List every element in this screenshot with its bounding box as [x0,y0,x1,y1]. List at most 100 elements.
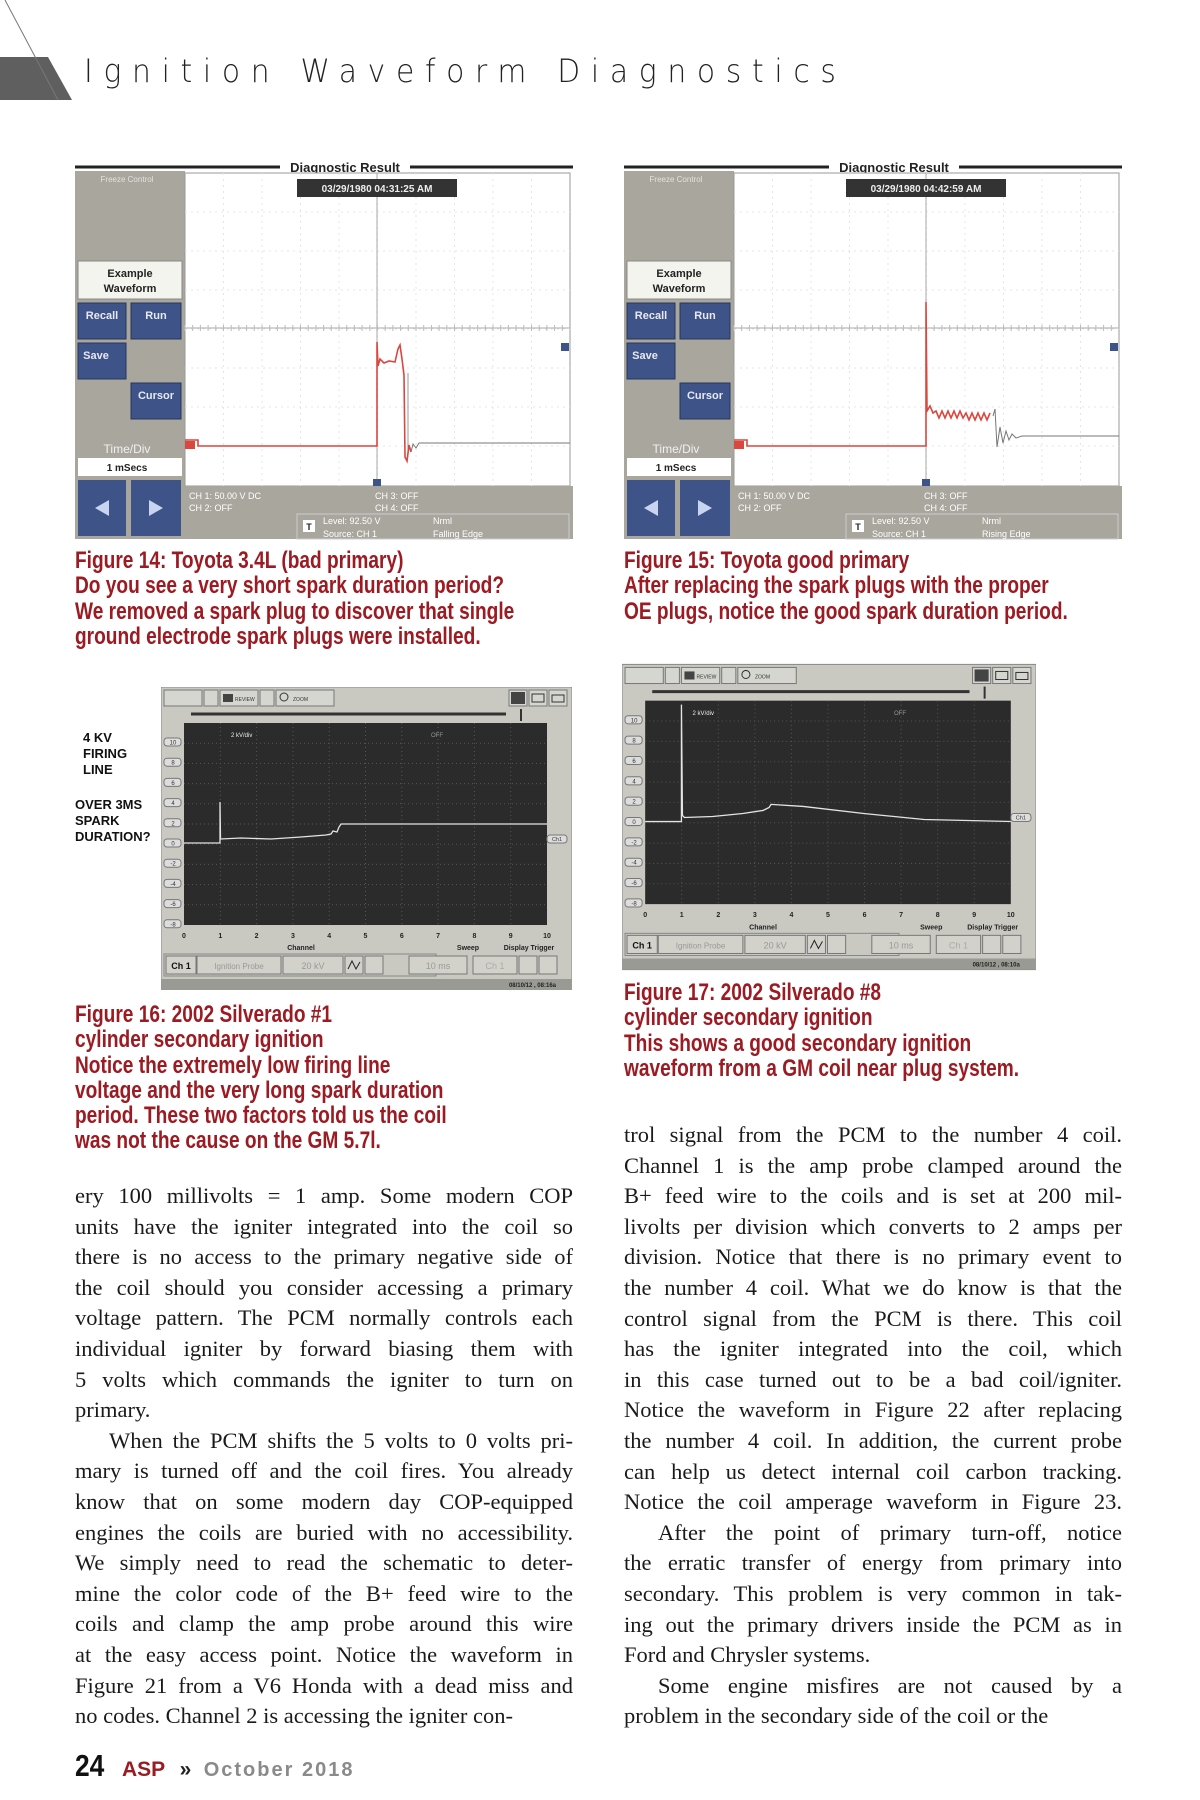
y-tick-tab [624,817,643,827]
toolbar-button [163,689,203,707]
time-div-field [78,458,182,476]
x-tick-label: 8 [936,912,940,919]
scope-header: Diagnostic Result [290,160,400,175]
x-tick-label: 9 [509,933,513,940]
body-text-line: Notice the coil amperage waveform in Fig… [624,1489,1122,1515]
arrow-right-icon [698,500,712,516]
scope-label: Freeze Control [650,175,703,184]
scope-label: Nrml [433,516,452,526]
scope-label: 10 ms [426,961,451,971]
page-footer: 24 ASP » October 2018 [75,1748,354,1784]
probe-button [657,934,744,954]
caption-line: waveform from a GM coil near plug system… [624,1054,1020,1082]
range-button [744,934,806,954]
y-tick-label: 2 [632,800,636,806]
scope-label: Ignition Probe [214,962,264,971]
figure-17-caption: Figure 17: 2002 Silverado #8 cylinder se… [624,980,1019,1081]
print-icon [531,693,545,703]
annotation-line: LINE [83,762,113,777]
body-text-line: Notice the waveform in Figure 22 after r… [624,1397,1122,1423]
scope-label: Channel [749,924,777,931]
y-tick-label: -8 [631,901,637,907]
cursor-button [130,382,182,420]
scope-label: Ignition Probe [676,941,726,950]
ch_button-button [165,955,197,975]
scope-label: Nrml [982,516,1001,526]
body-text-line: livolts per division which converts to 2… [624,1213,1122,1239]
caption-line: ground electrode spark plugs were instal… [75,622,481,650]
caption-line: We removed a spark plug to discover that… [75,597,515,625]
scope-label: T [306,522,312,532]
body-text-line: division. Notice that there is no primar… [624,1244,1122,1270]
figure-14-scope-image: Diagnostic Result Freeze Control Example Wa… [75,160,573,540]
camera-icon [1015,671,1029,681]
x-tick-label: 10 [1007,912,1015,919]
x-tick-label: 2 [716,912,720,919]
scope-label: Example [107,268,152,280]
scope-label: Sweep [457,945,479,952]
y-tick-tab [163,838,182,848]
range-button [282,955,344,975]
off-label: OFF [894,711,906,717]
timestamp-box [297,179,457,197]
trigger-settings-icon [538,955,558,975]
scope-label: Time/Div [653,442,700,456]
figure-15-scope-image: Diagnostic Result Freeze Control Example Wa… [624,160,1122,540]
toolbar-button [680,666,721,685]
y-tick-label: -8 [170,922,176,928]
scope-label: Channel [287,945,315,952]
trigger-cursor-marker [373,479,381,487]
y-tick-label: 6 [632,759,636,765]
y-tick-label: 8 [632,739,636,745]
body-text-line: Channel 1 is the amp probe clamped aroun… [624,1152,1122,1178]
x-tick-label: 6 [400,933,404,940]
body-text-line: When the PCM shifts the 5 volts to 0 vol… [109,1427,573,1453]
body-text-line: the number 4 coil. What we do know is th… [624,1274,1122,1300]
y-tick-tab [163,858,182,868]
y-tick-tab [624,735,643,745]
arrow-left-icon [644,500,658,516]
y-tick-label: 10 [170,741,177,747]
scope-label: REVIEW [235,697,255,703]
x-tick-label: 1 [218,933,222,940]
annotation-line: 4 KV [83,730,112,745]
ch_button-button [626,934,658,954]
arrow-left-icon [95,500,109,516]
x-tick-label: 10 [543,933,551,940]
y-tick-label: 10 [631,718,638,724]
scope-label: Recall [635,310,667,322]
body-text-line: engines the coils are buried with no acc… [75,1519,573,1545]
status-timestamp: 08/10/12 , 08:16a [509,983,557,989]
y-tick-label: 2 [171,821,175,827]
scope-label: CH 4: OFF [375,503,419,513]
annotation-line: OVER 3MS [75,797,143,812]
scope-label: Display Trigger [967,924,1018,931]
scope-label: REVIEW [697,674,717,680]
y-tick-tab [624,878,643,888]
y-tick-tab [624,715,643,725]
sweep_value-button [408,955,468,975]
scope-label: Ch 1 [632,940,652,950]
y-tick-tab [163,777,182,787]
trigger-box [296,513,570,540]
scope-label: 1 mSecs [107,463,148,474]
figure-14-caption: Figure 14: Toyota 3.4L (bad primary) Do … [75,548,514,649]
scope-label: Ch1 [552,837,562,843]
caption-line: This shows a good secondary ignition [624,1029,972,1057]
figure-16-caption: Figure 16: 2002 Silverado #1 cylinder se… [75,1002,447,1154]
caption-line: After replacing the spark plugs with the… [624,572,1049,600]
caption-line: Do you see a very short spark duration p… [75,572,505,600]
scope-label: ZOOM [293,697,308,703]
y-tick-tab [163,899,182,909]
caption-line: Notice the extremely low firing line [75,1051,391,1079]
trigger-icon [852,520,864,532]
channel-marker [546,834,568,844]
scope-label: Recall [86,310,118,322]
caption-line: was not the cause on the GM 5.7l. [75,1127,381,1155]
header-decoration [0,0,72,101]
scope-label: Display Trigger [504,945,555,952]
scope-label: ZOOM [755,674,770,680]
wave-glyph [347,959,361,971]
status-bar [161,979,572,990]
body-text-line: mary is turned off and the coil fires. Y… [75,1458,573,1484]
